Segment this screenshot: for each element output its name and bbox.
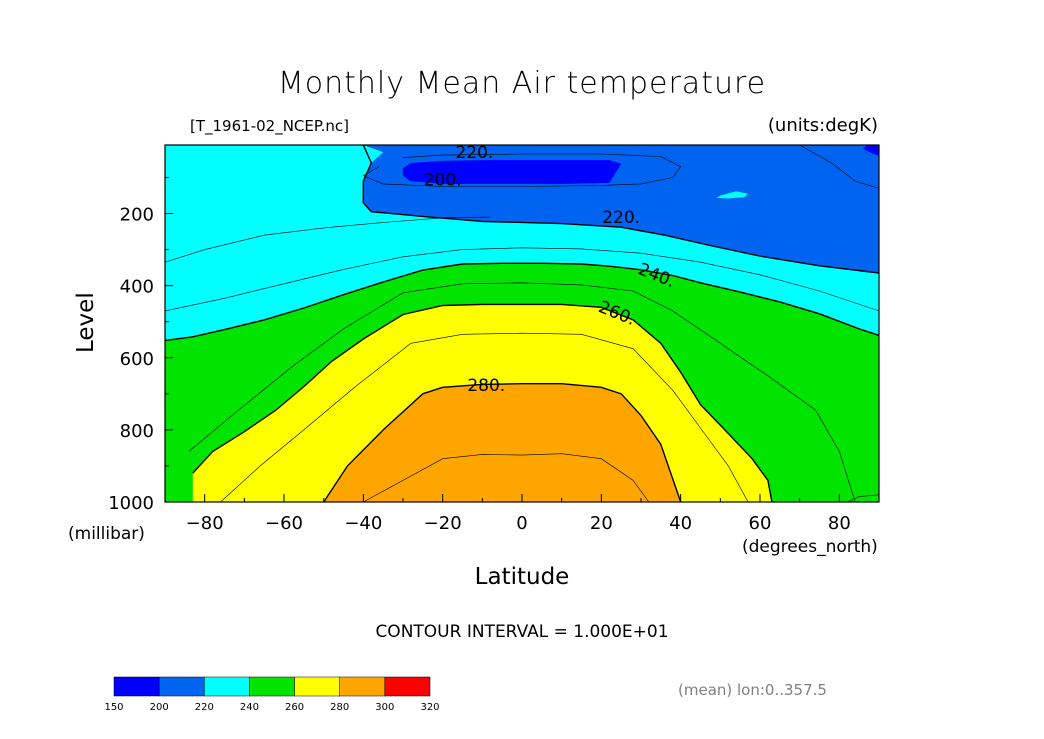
x-tick-label: −20 <box>424 513 462 534</box>
contour-label-0: 220. <box>455 143 493 163</box>
region-195K-2 <box>403 160 622 184</box>
isoline-thin-1 <box>362 153 682 187</box>
contour-label-2: 220. <box>602 208 640 228</box>
isoline-0 <box>362 145 879 274</box>
x-tick-label: 80 <box>828 513 851 534</box>
x-tick-label: −60 <box>265 513 303 534</box>
x-tick-label: 60 <box>749 513 772 534</box>
contour-label-1: 200. <box>424 170 462 190</box>
contour-label-5: 280. <box>467 376 505 396</box>
isoline-1 <box>165 262 879 342</box>
colorbar-swatch-260 <box>294 676 340 697</box>
y-tick-label: 1000 <box>108 493 154 514</box>
colorbar-label: 280 <box>330 702 349 713</box>
x-tick-label: −40 <box>344 513 382 534</box>
colorbar-label: 320 <box>420 702 439 713</box>
x-tick-label: −80 <box>186 513 224 534</box>
colorbar-label: 150 <box>104 702 123 713</box>
filled-regions <box>165 145 879 502</box>
y-axis-label: Level <box>73 292 99 353</box>
y-axis-units: (millibar) <box>68 524 145 544</box>
chart-title: Monthly Mean Air temperature <box>277 66 767 101</box>
isoline-thin-7 <box>847 494 879 502</box>
colorbar-swatch-220 <box>204 676 250 697</box>
y-tick-label: 400 <box>120 277 154 298</box>
region-195K-3 <box>863 145 879 156</box>
region-230K-4 <box>716 191 749 199</box>
colorbar-label: 220 <box>195 702 214 713</box>
y-tick-label: 800 <box>120 421 154 442</box>
isoline-thin-5 <box>363 453 650 502</box>
axes: −80 −60 −40 −20 0 20 40 60 80 200 400 600 800 1000 <box>108 176 880 534</box>
isoline-thin-3 <box>188 282 856 502</box>
isoline-2 <box>192 303 773 502</box>
colorbar-label: 240 <box>240 702 259 713</box>
y-tick-label: 600 <box>120 349 154 370</box>
colorbar-swatch-240 <box>249 676 295 697</box>
colorbar-label: 300 <box>375 702 394 713</box>
color-legend: 150 200 220 240 260 280 300 320 <box>104 676 440 713</box>
y-tick-label: 200 <box>120 205 154 226</box>
x-tick-label: 20 <box>590 513 613 534</box>
x-axis-label: Latitude <box>474 564 570 590</box>
isoline-thin-2 <box>165 247 879 312</box>
units-label: (units:degK) <box>767 115 878 136</box>
footnote: (mean) lon:0..357.5 <box>678 681 827 699</box>
x-axis-units: (degrees_north) <box>742 537 878 557</box>
file-label: [T_1961-02_NCEP.nc] <box>190 117 349 135</box>
colorbar-swatch-280 <box>339 676 386 697</box>
isoline-thin-4 <box>220 332 749 502</box>
colorbar-swatch-150 <box>113 676 160 697</box>
contour-interval-text: CONTOUR INTERVAL = 1.000E+01 <box>375 622 669 642</box>
colorbar-label: 260 <box>285 702 304 713</box>
region-285K-7 <box>323 383 681 502</box>
region-255K-8 <box>165 393 189 502</box>
x-tick-label: 40 <box>669 513 692 534</box>
colorbar-swatch-300 <box>384 676 431 697</box>
colorbar-swatch-200 <box>158 676 205 697</box>
isoline-3 <box>323 383 682 502</box>
x-tick-label: 0 <box>516 513 527 534</box>
isoline-thin-6 <box>799 145 879 189</box>
colorbar-label: 200 <box>150 702 169 713</box>
contour-lines <box>165 145 879 502</box>
